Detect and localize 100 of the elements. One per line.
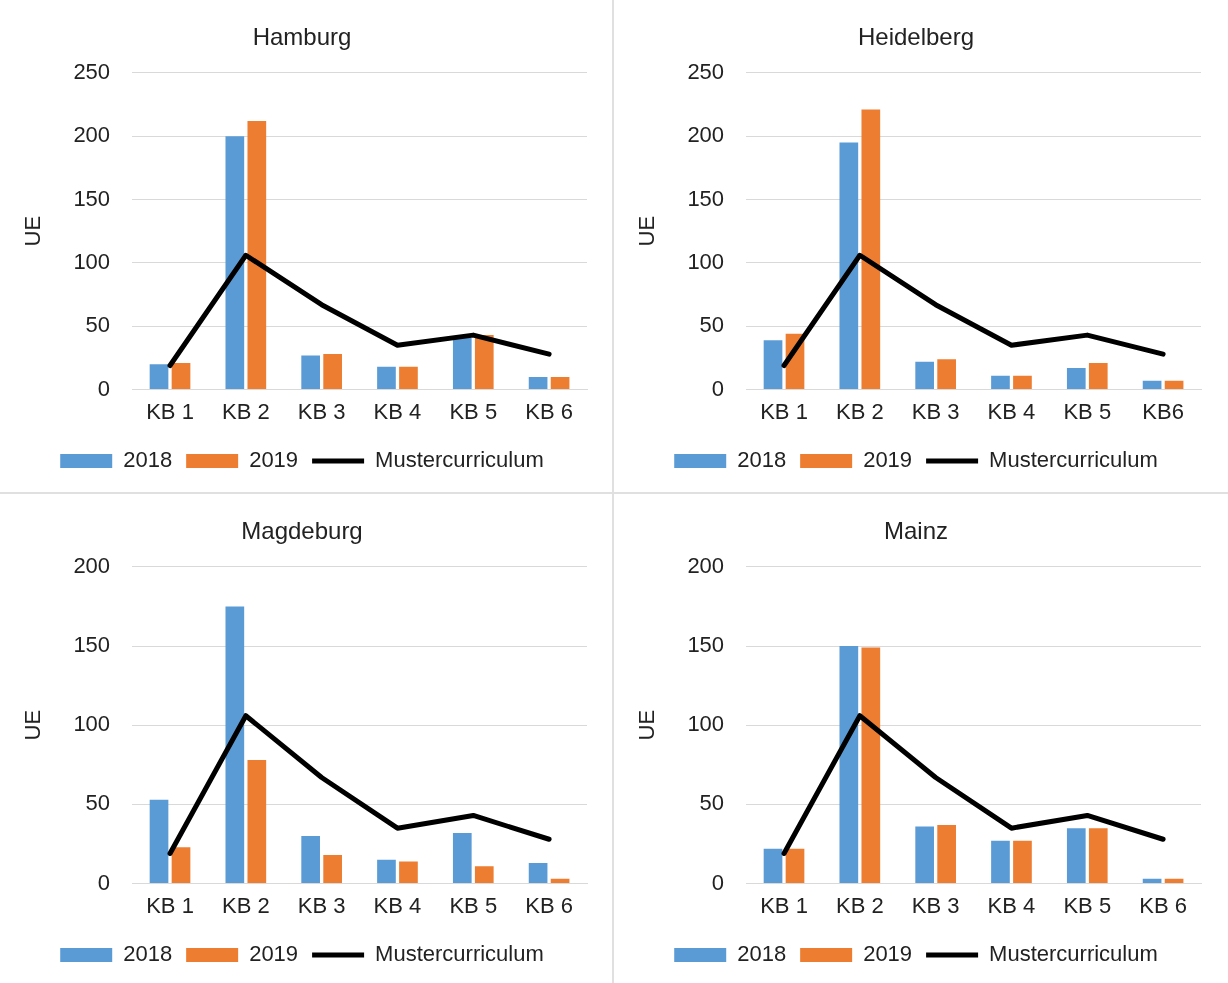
bar (1088, 828, 1108, 884)
x-tick-label: KB 5 (449, 398, 498, 424)
y-tick-label: 0 (97, 869, 111, 895)
bar (301, 355, 320, 390)
x-tick-label: KB 2 (221, 398, 270, 424)
chart-title: Hamburg (252, 23, 352, 51)
x-tick-label: KB 1 (760, 892, 808, 918)
x-tick-label: KB 4 (987, 398, 1036, 424)
y-tick-label: 0 (711, 869, 725, 895)
legend-label: 2019 (863, 447, 913, 473)
bar (915, 361, 934, 390)
y-tick-label: 100 (73, 711, 111, 737)
x-tick-label: KB 4 (373, 892, 422, 918)
legend-label: 2018 (123, 941, 173, 967)
x-tick-label: KB 3 (911, 398, 960, 424)
y-axis-title: UE (634, 709, 660, 741)
bar (1066, 368, 1086, 390)
bar (1164, 878, 1184, 884)
x-tick-label: KB 2 (835, 892, 884, 918)
legend-label: 2018 (737, 447, 787, 473)
x-tick-label: KB 6 (1139, 892, 1187, 918)
bar (301, 836, 320, 884)
bar (839, 646, 859, 884)
x-tick-label: KB 4 (987, 892, 1036, 918)
bar (839, 142, 859, 390)
y-axis-title: UE (20, 215, 46, 247)
y-tick-label: 150 (73, 185, 111, 211)
legend-label: 2018 (123, 447, 173, 473)
bar (763, 848, 783, 884)
y-tick-label: 100 (687, 248, 725, 274)
bar (763, 340, 783, 390)
bar (1013, 375, 1032, 390)
legend-label: Mustercurriculum (989, 941, 1158, 967)
bar (1142, 380, 1162, 390)
bar (474, 866, 494, 884)
x-tick-label: KB 1 (146, 892, 194, 918)
y-tick-label: 200 (687, 122, 725, 148)
x-tick-label: KB 1 (760, 398, 808, 424)
x-tick-label: KB 1 (146, 398, 194, 424)
y-tick-label: 50 (85, 312, 111, 338)
chart-title: Mainz (883, 517, 949, 545)
x-tick-label: KB 2 (835, 398, 884, 424)
bar (991, 375, 1010, 390)
bar (915, 826, 934, 884)
y-tick-label: 250 (73, 58, 111, 84)
y-tick-label: 0 (711, 375, 725, 401)
bar (399, 861, 418, 884)
x-tick-label: KB 5 (1063, 892, 1112, 918)
x-tick-label: KB 3 (297, 398, 346, 424)
bar (149, 799, 169, 884)
bar (991, 840, 1010, 884)
x-tick-label: KB 3 (911, 892, 960, 918)
y-tick-label: 150 (687, 632, 725, 658)
x-tick-label: KB 6 (525, 398, 573, 424)
y-tick-label: 0 (97, 375, 111, 401)
bar (149, 364, 169, 390)
legend-label: Mustercurriculum (989, 447, 1158, 473)
y-tick-label: 50 (85, 790, 111, 816)
bar (528, 376, 548, 390)
y-tick-label: 150 (73, 632, 111, 658)
x-tick-label: KB 2 (221, 892, 270, 918)
legend-label: 2019 (249, 941, 299, 967)
bar (861, 647, 881, 884)
legend-label: Mustercurriculum (375, 941, 544, 967)
x-tick-label: KB 5 (449, 892, 498, 918)
x-tick-label: KB 4 (373, 398, 422, 424)
bar (550, 878, 570, 884)
chart-title: Magdeburg (241, 517, 363, 545)
legend-label: 2019 (863, 941, 913, 967)
y-tick-label: 250 (687, 58, 725, 84)
bar (861, 109, 881, 390)
bar (1013, 840, 1032, 884)
y-tick-label: 100 (687, 711, 725, 737)
y-tick-label: 200 (73, 122, 111, 148)
bar (247, 120, 267, 390)
chart-title: Heidelberg (857, 23, 975, 51)
bar (171, 847, 191, 884)
bar (785, 848, 805, 884)
x-tick-label: KB 5 (1063, 398, 1112, 424)
bar (225, 606, 245, 884)
y-tick-label: 200 (687, 552, 725, 578)
bar (171, 362, 191, 390)
bar (1164, 380, 1184, 390)
y-axis-title: UE (20, 709, 46, 741)
bar (225, 136, 245, 390)
x-tick-label: KB 3 (297, 892, 346, 918)
bar (1066, 828, 1086, 884)
bar (377, 366, 396, 390)
bar (323, 354, 342, 390)
y-tick-label: 200 (73, 552, 111, 578)
legend-label: 2019 (249, 447, 299, 473)
y-tick-label: 150 (687, 185, 725, 211)
bar (452, 337, 472, 390)
legend-label: Mustercurriculum (375, 447, 544, 473)
bar (528, 863, 548, 884)
legend-label: 2018 (737, 941, 787, 967)
x-tick-label: KB6 (1142, 398, 1184, 424)
bar (247, 760, 267, 884)
y-tick-label: 100 (73, 248, 111, 274)
bar (452, 832, 472, 884)
